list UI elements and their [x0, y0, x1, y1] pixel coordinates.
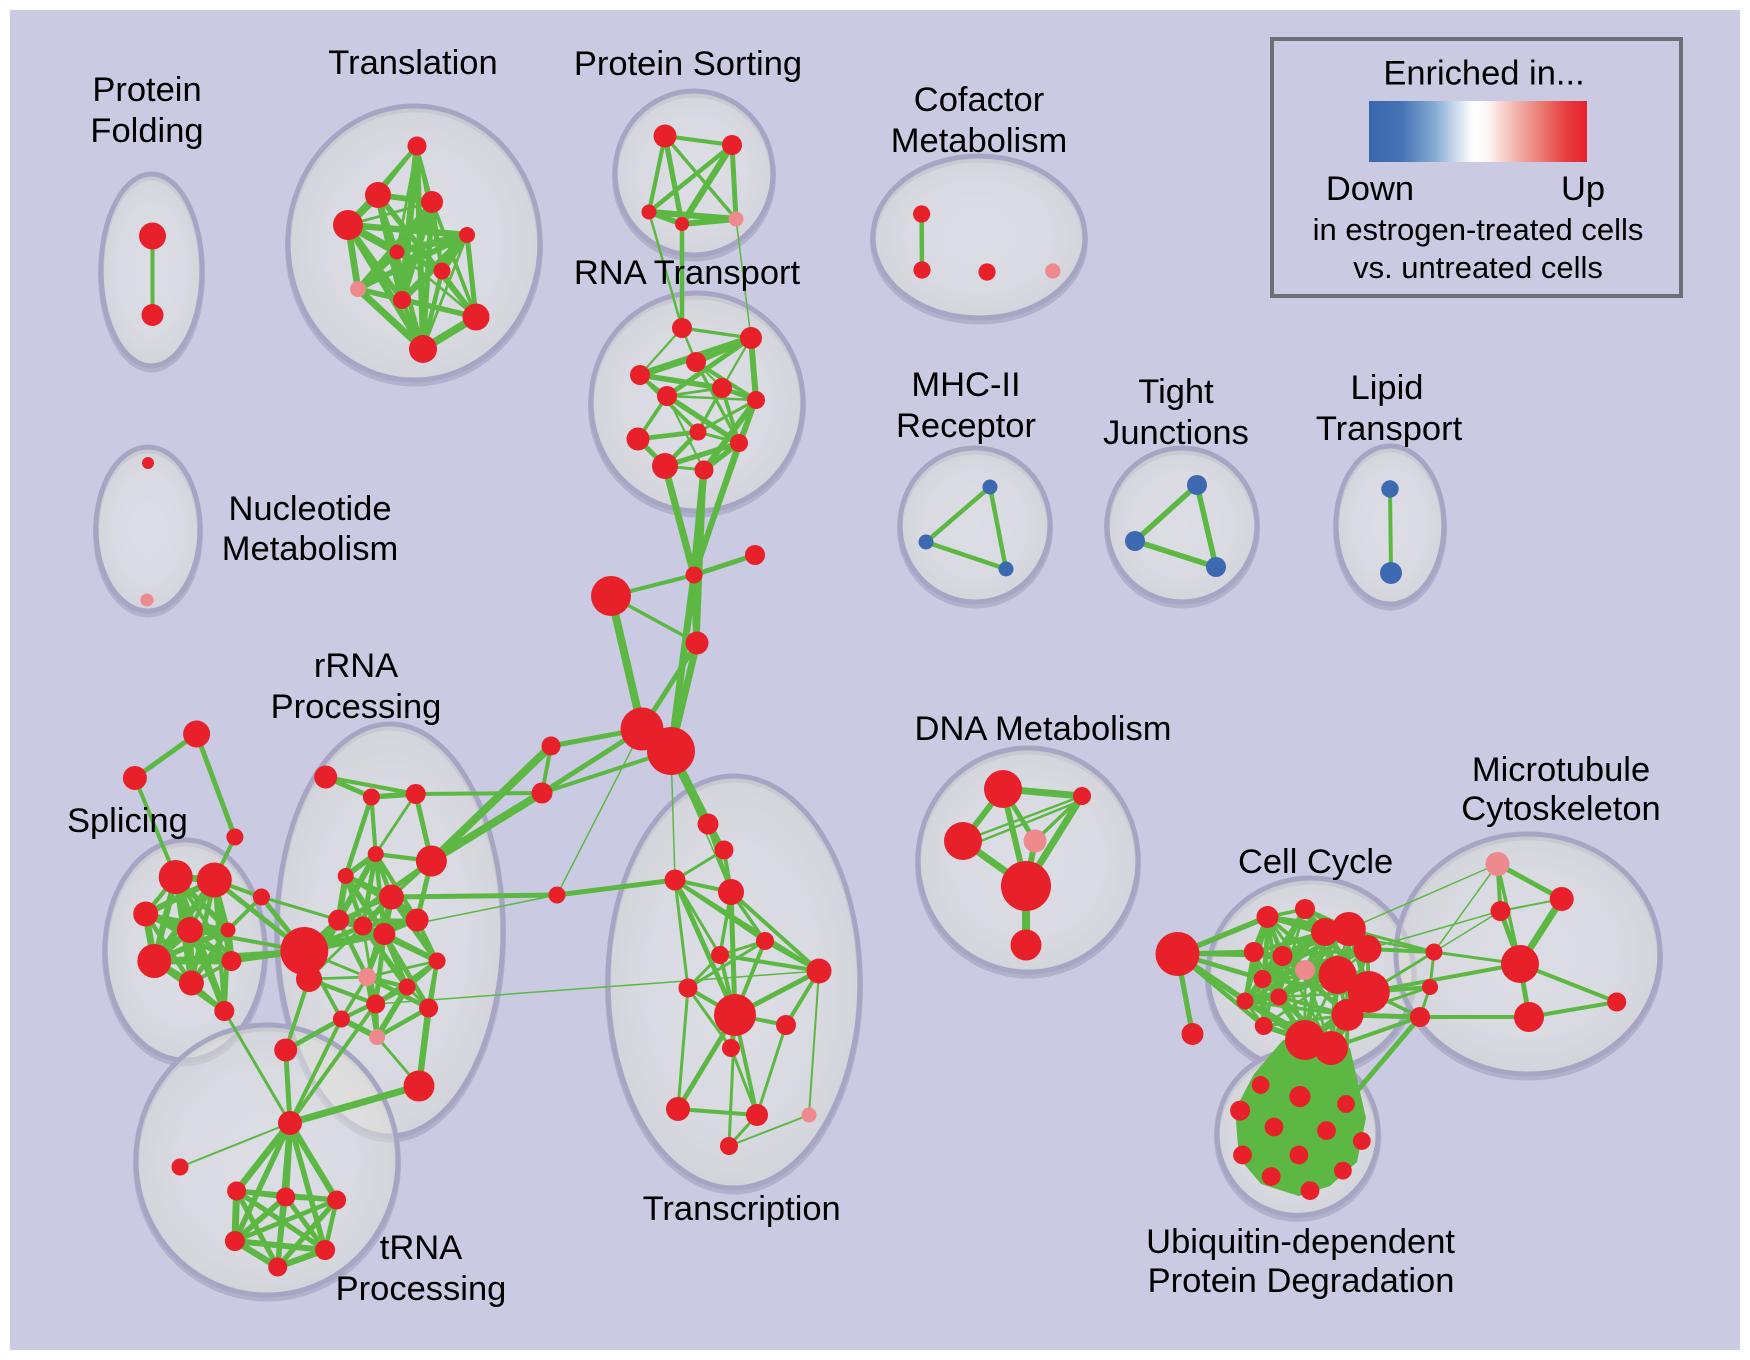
svg-text:Metabolism: Metabolism: [222, 530, 398, 568]
svg-text:Enriched in...: Enriched in...: [1383, 54, 1584, 92]
svg-text:Metabolism: Metabolism: [891, 122, 1067, 160]
svg-text:Receptor: Receptor: [896, 407, 1036, 445]
svg-text:tRNA: tRNA: [380, 1229, 462, 1267]
svg-text:DNA Metabolism: DNA Metabolism: [915, 710, 1172, 748]
svg-text:Nucleotide: Nucleotide: [228, 490, 391, 528]
svg-text:Transcription: Transcription: [643, 1190, 841, 1228]
svg-text:Down: Down: [1326, 170, 1414, 208]
svg-text:Up: Up: [1561, 170, 1605, 208]
svg-text:Junctions: Junctions: [1103, 414, 1249, 452]
svg-text:Cofactor: Cofactor: [914, 81, 1044, 119]
svg-text:RNA Transport: RNA Transport: [574, 254, 801, 292]
svg-text:Tight: Tight: [1138, 373, 1214, 411]
svg-text:Folding: Folding: [90, 112, 203, 150]
svg-text:rRNA: rRNA: [314, 647, 398, 685]
svg-text:vs. untreated cells: vs. untreated cells: [1353, 250, 1603, 285]
svg-text:Microtubule: Microtubule: [1472, 751, 1650, 789]
svg-text:Cell Cycle: Cell Cycle: [1238, 843, 1393, 881]
svg-text:Processing: Processing: [336, 1270, 507, 1308]
svg-text:in estrogen-treated cells: in estrogen-treated cells: [1313, 212, 1644, 247]
svg-text:Ubiquitin-dependent: Ubiquitin-dependent: [1146, 1223, 1455, 1261]
svg-text:Translation: Translation: [328, 44, 497, 82]
svg-text:Lipid: Lipid: [1351, 369, 1424, 407]
svg-text:Protein Sorting: Protein Sorting: [574, 45, 802, 83]
svg-text:Processing: Processing: [271, 688, 442, 726]
svg-text:MHC-II: MHC-II: [911, 366, 1020, 404]
svg-text:Cytoskeleton: Cytoskeleton: [1461, 790, 1660, 828]
svg-text:Transport: Transport: [1316, 410, 1463, 448]
svg-text:Protein Degradation: Protein Degradation: [1148, 1262, 1455, 1300]
svg-text:Protein: Protein: [92, 71, 201, 109]
svg-text:Splicing: Splicing: [67, 802, 188, 840]
